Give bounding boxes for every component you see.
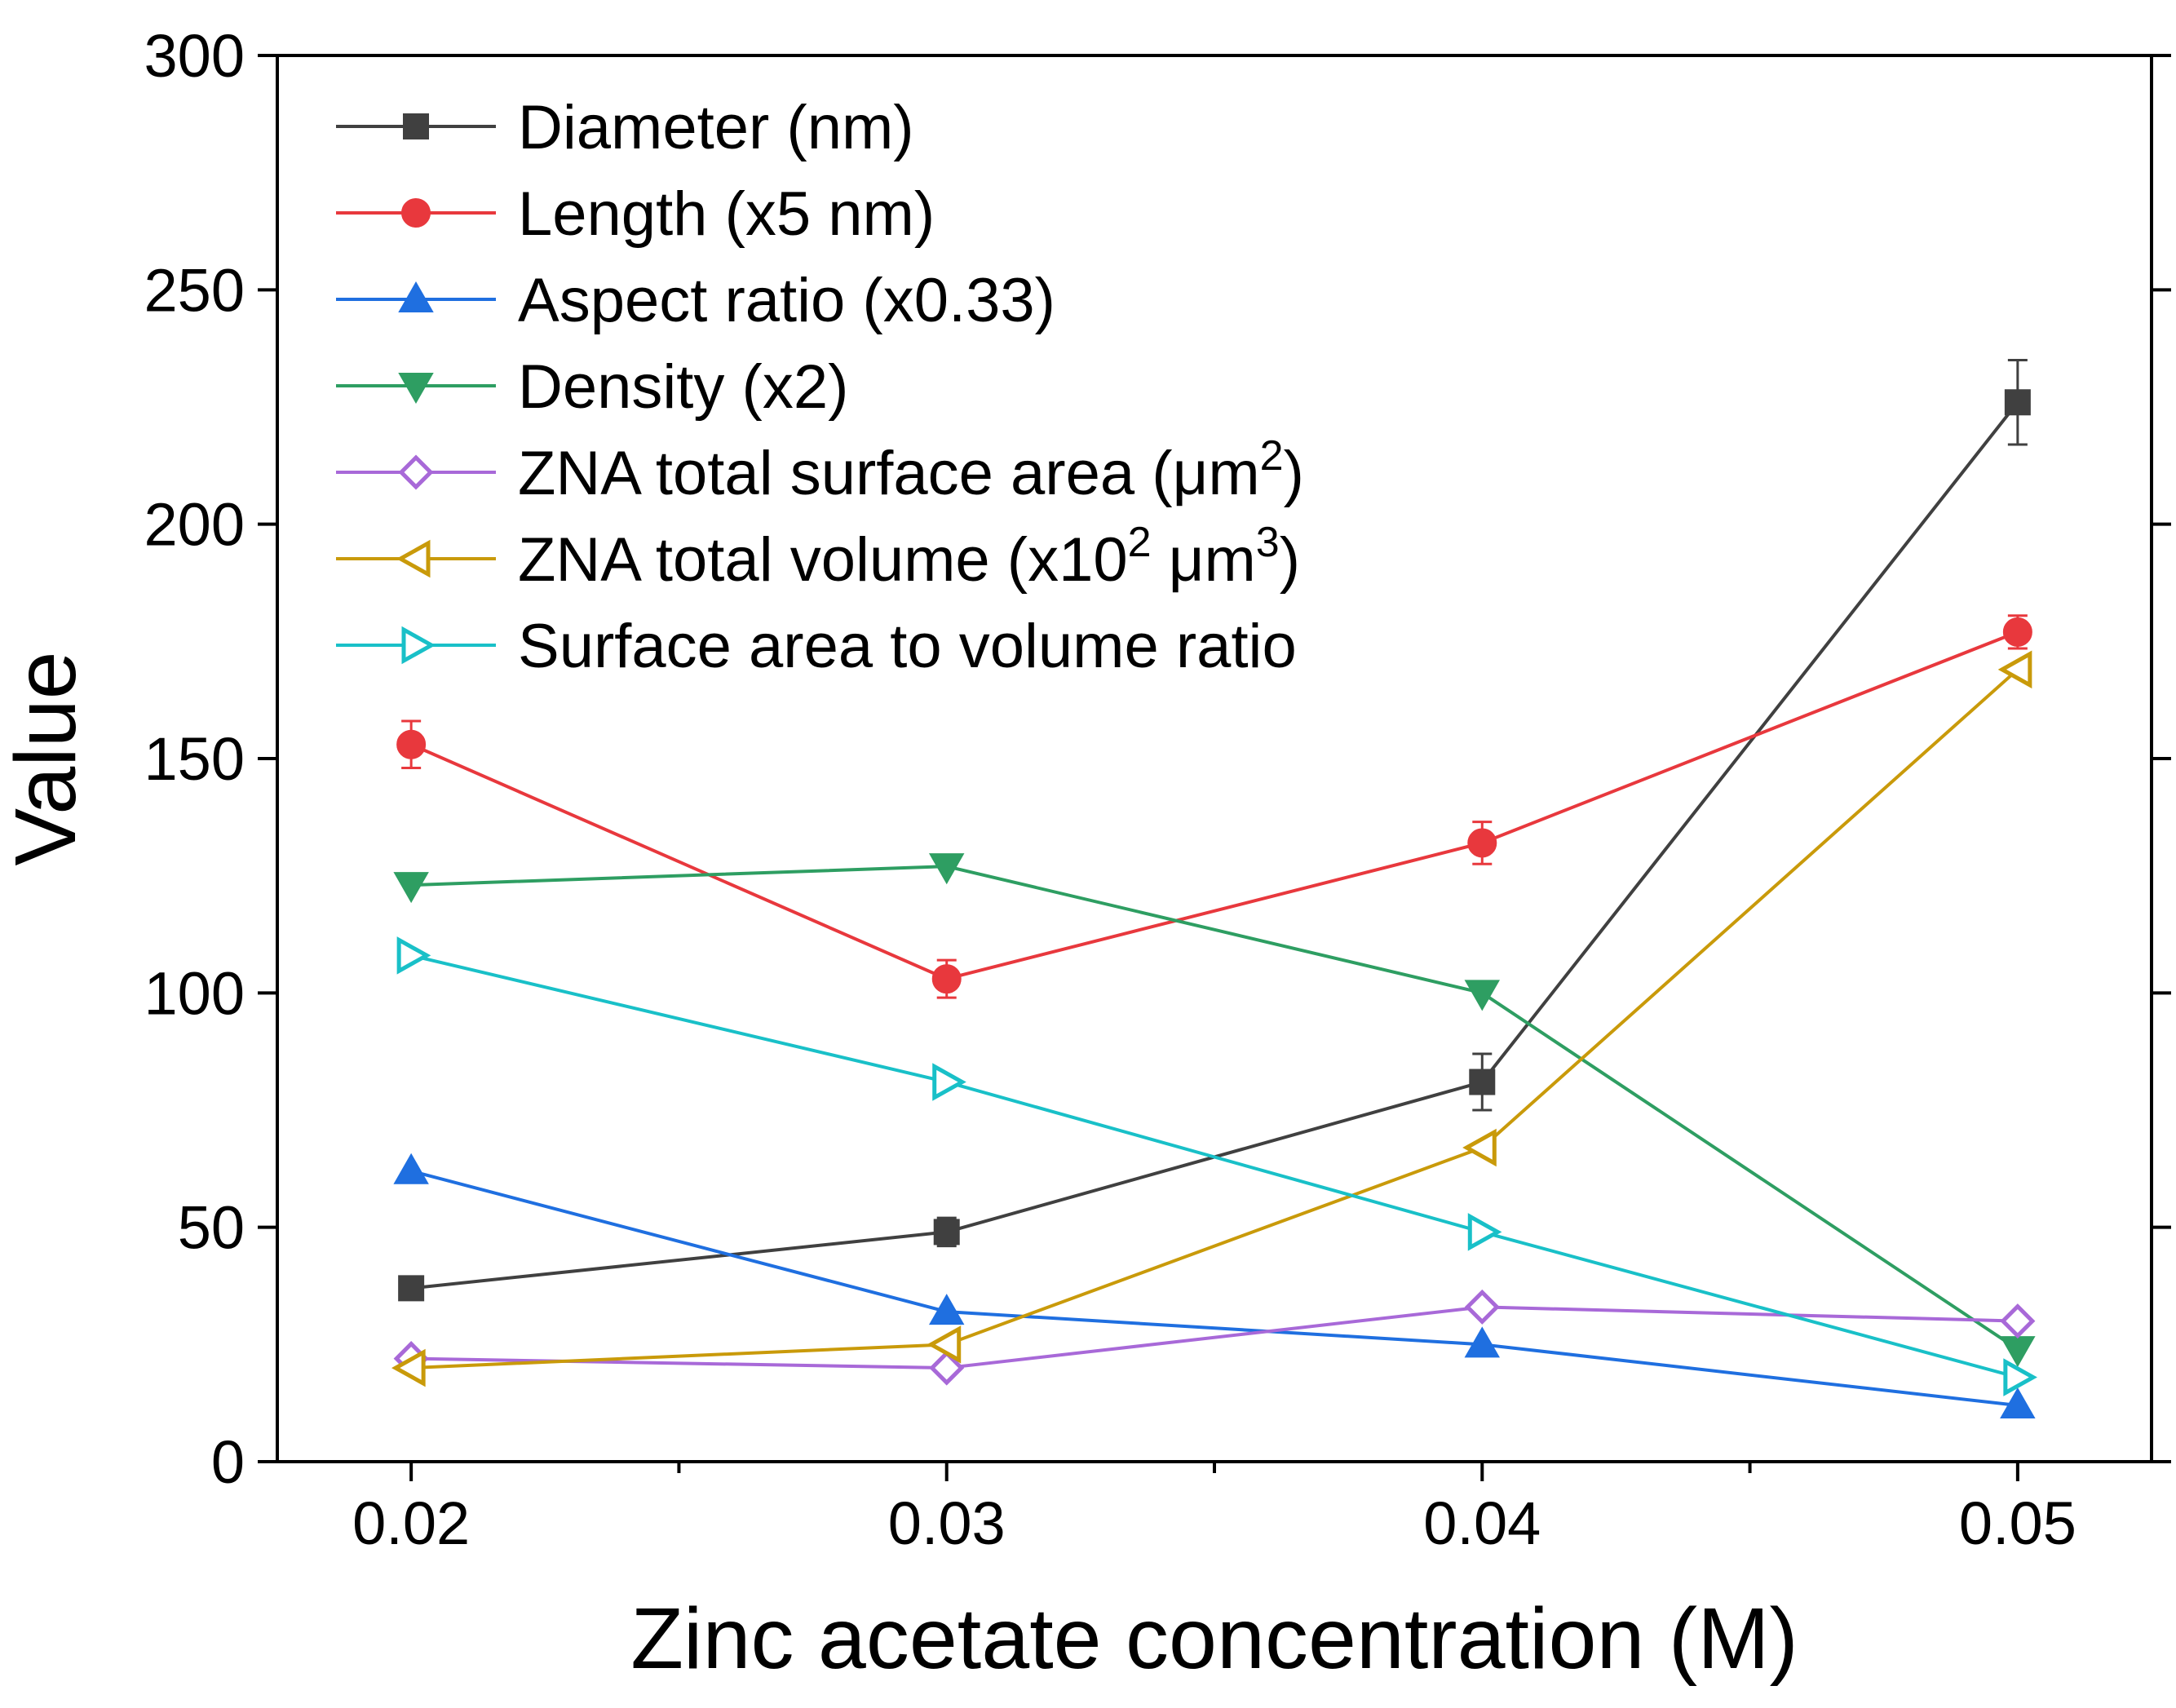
data-point [396,936,431,975]
data-markers [391,389,2037,1419]
data-point [2000,1303,2036,1339]
legend-marker [398,454,434,490]
legend-marker [401,198,431,228]
legend-item: Surface area to volume ratio [336,612,1297,681]
data-point [2003,1358,2037,1396]
legend-marker [401,626,436,665]
data-point [1464,1326,1501,1358]
data-point [393,872,429,904]
legend: Diameter (nm) Length (x5 nm) Aspect ratio … [336,93,1304,681]
x-tick-label: 0.03 [888,1489,1006,1557]
data-point [391,1348,426,1387]
x-tick-label: 0.04 [1423,1489,1541,1557]
data-point [931,964,962,994]
data-point [1467,828,1497,858]
legend-label: Surface area to volume ratio [518,612,1297,681]
legend-label: Length (x5 nm) [518,179,935,249]
x-tick-label: 0.05 [1959,1489,2076,1557]
data-point [1464,1289,1500,1325]
legend-item: ZNA total surface area (μm2) [336,432,1304,508]
legend-item: Length (x5 nm) [336,179,935,249]
y-tick-label: 250 [144,256,245,324]
series-line [410,630,2019,981]
x-axis-title: Zinc acetate concentration (M) [630,1591,1798,1687]
data-point [1997,650,2032,689]
data-point [928,1294,965,1325]
series-line [411,865,2019,1351]
legend-item: Diameter (nm) [336,93,914,162]
data-point [398,1275,425,1302]
legend-item: Density (x2) [336,352,848,422]
y-tick-label: 200 [144,491,245,559]
data-point [1462,1128,1497,1167]
legend-marker [403,113,429,139]
legend-marker [398,373,434,405]
legend-marker [396,539,431,578]
legend-item: Aspect ratio (x0.33) [336,266,1055,335]
data-point [932,1063,966,1101]
data-point [1464,980,1501,1011]
data-point [933,1219,960,1246]
legend-label: ZNA total volume (x102 μm3) [518,519,1300,595]
series-lines [410,401,2019,1408]
data-point [928,853,965,885]
legend-label: ZNA total surface area (μm2) [518,432,1304,508]
legend-label: Diameter (nm) [518,93,914,162]
legend-item: ZNA total volume (x102 μm3) [336,519,1300,595]
data-point [1469,1069,1496,1095]
y-tick-label: 50 [178,1194,245,1262]
data-point [927,1325,962,1364]
data-point [396,729,427,759]
series-line [410,1169,2019,1408]
y-tick-label: 0 [211,1428,245,1496]
data-point [2004,389,2031,416]
series-line [411,668,2019,1370]
y-tick-label: 100 [144,959,245,1027]
legend-label: Density (x2) [518,352,848,422]
data-point [2002,617,2032,647]
series-line [410,954,2019,1379]
y-tick-label: 300 [144,22,245,90]
data-point [393,1153,429,1184]
data-point [2000,1387,2036,1419]
data-point [929,1350,965,1386]
series-line [411,1305,2018,1370]
axis-ticks: 0 50 100 150 200 250 300 0.02 0.03 0.04 0.05 [144,22,2171,1557]
y-tick-label: 150 [144,725,245,793]
legend-marker [398,281,434,312]
legend-label: Aspect ratio (x0.33) [518,266,1055,335]
y-axis-title: Value [0,651,94,865]
x-tick-label: 0.02 [352,1489,470,1557]
data-point [1467,1213,1502,1251]
